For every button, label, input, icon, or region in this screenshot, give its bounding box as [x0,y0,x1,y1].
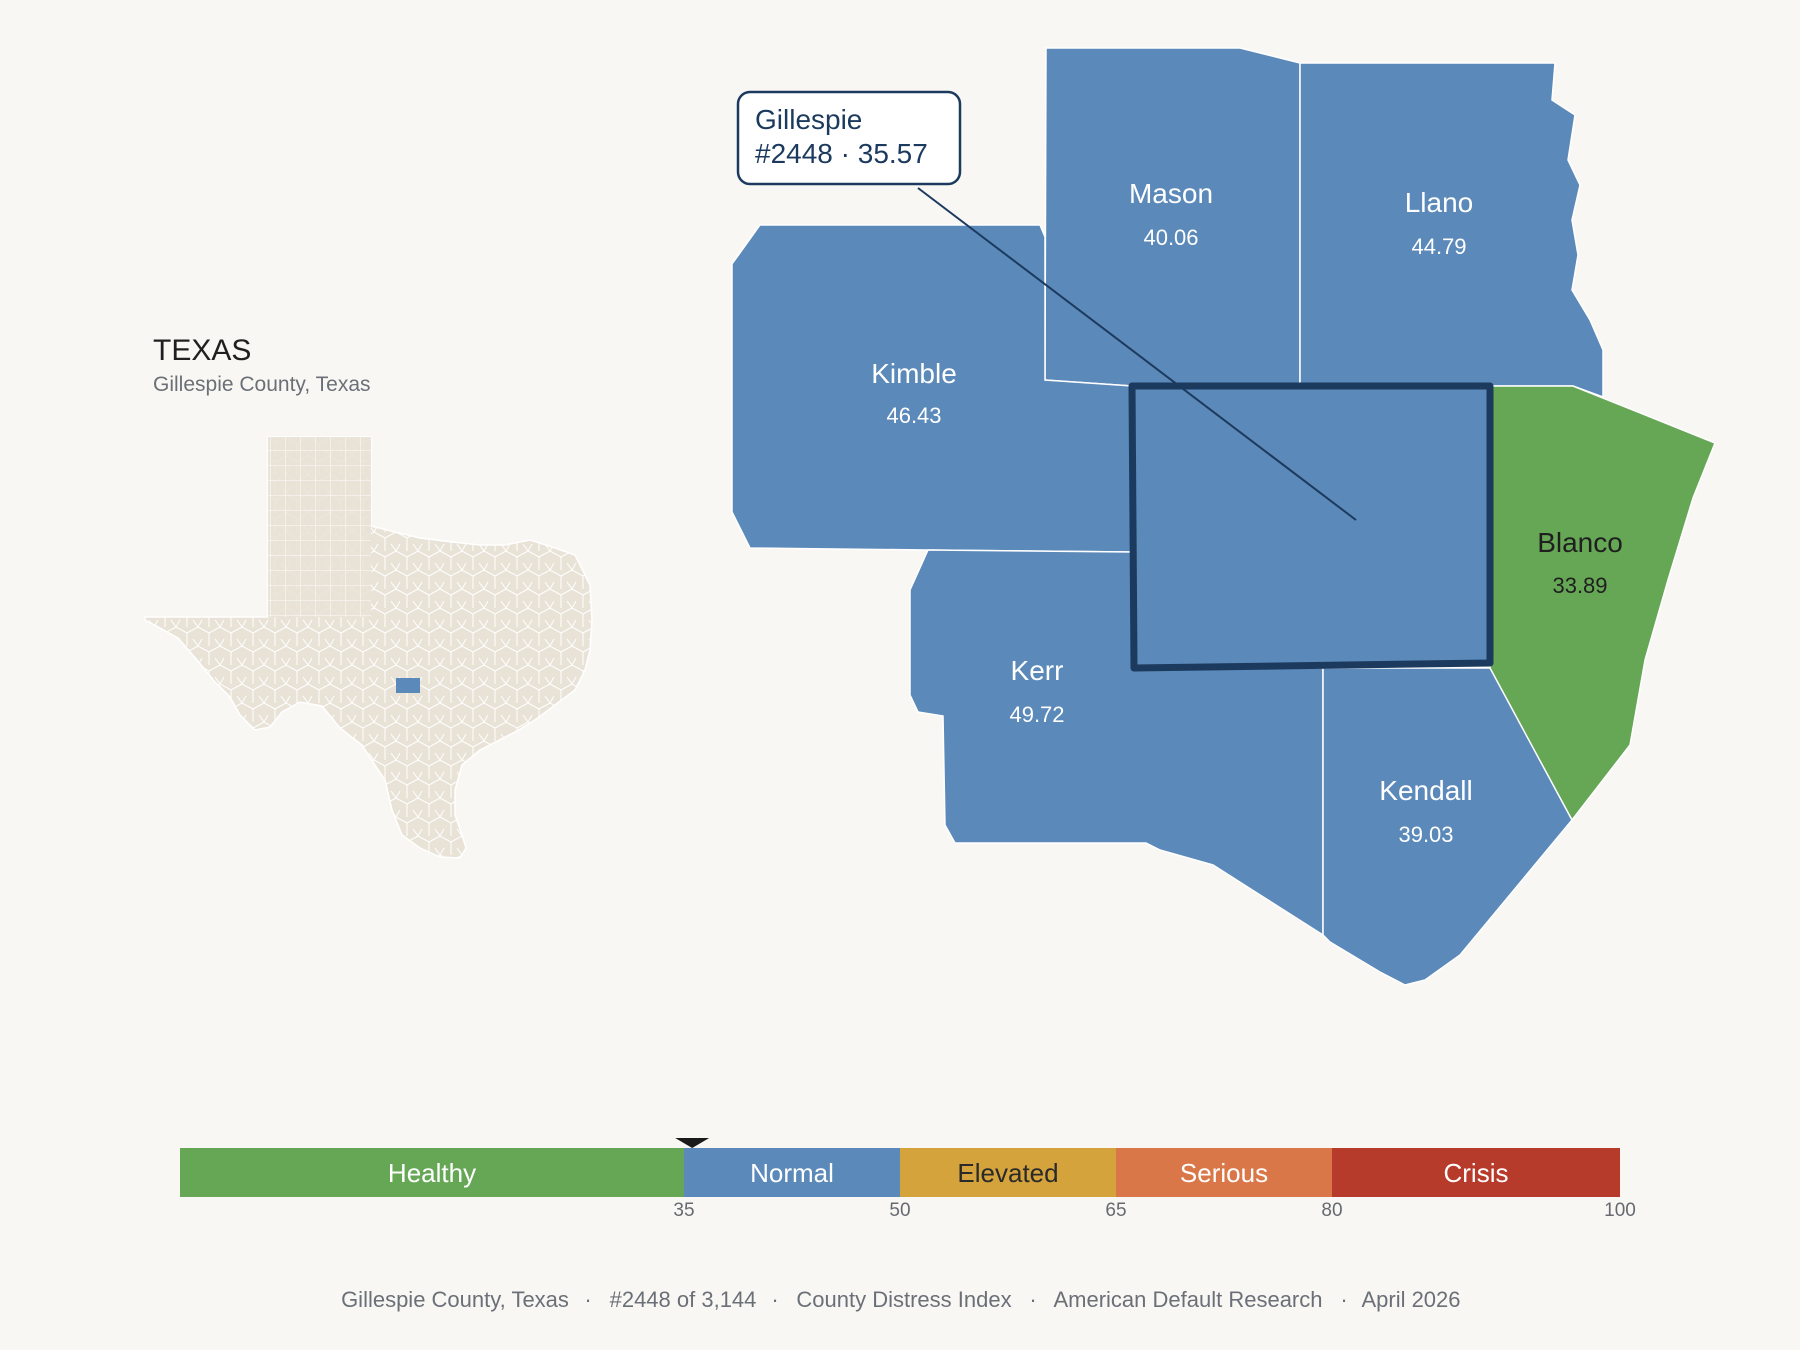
scale-band-healthy [180,1148,684,1197]
callout-county-name: Gillespie [755,104,862,135]
county-gillespie[interactable] [1128,382,1494,672]
label-mason: Mason 40.06 [1129,178,1213,250]
county-name: Kimble [871,358,957,389]
callout-leader-line [917,187,1357,521]
scale-band-serious [1116,1148,1332,1197]
scale-band-label: Normal [750,1158,834,1188]
scale-marker [675,1138,710,1148]
texas-panhandle-grid [268,437,371,617]
county-value: 46.43 [886,403,941,428]
scale-band-normal [684,1148,900,1197]
scale-band-label: Crisis [1444,1158,1509,1188]
footer-source: American Default Research [1053,1287,1322,1312]
texas-inset: TEXAS Gillespie County, Texas [144,334,593,859]
county-value: 39.03 [1398,822,1453,847]
footer-date: April 2026 [1361,1287,1460,1312]
county-name: Kerr [1011,655,1064,686]
footer-separator: · [584,1287,591,1312]
county-name: Kendall [1379,775,1472,806]
inset-highlight-gillespie [396,678,420,693]
inset-subtitle: Gillespie County, Texas [153,373,371,396]
label-kerr: Kerr 49.72 [1009,655,1064,727]
footer-county: Gillespie County, Texas [341,1287,569,1312]
footer-separator: · [771,1287,778,1312]
county-value: 44.79 [1411,234,1466,259]
county-value: 49.72 [1009,702,1064,727]
label-blanco: Blanco 33.89 [1537,527,1623,598]
county-name: Blanco [1537,527,1623,558]
footer-rank: #2448 of 3,144 [610,1287,757,1312]
label-llano: Llano 44.79 [1405,187,1474,259]
scale-tick-label: 50 [889,1200,910,1221]
scale-band-label: Healthy [388,1158,476,1188]
scale-band-elevated [900,1148,1116,1197]
county-value: 40.06 [1143,225,1198,250]
county-kendall[interactable] [1322,667,1573,986]
callout-rank-value: #2448 · 35.57 [755,138,928,169]
county-name: Mason [1129,178,1213,209]
label-kendall: Kendall 39.03 [1379,775,1472,847]
callout-box: Gillespie #2448 · 35.57 [736,90,962,186]
county-map: Mason 40.06 Llano 44.79 Kimble 46.43 Bla… [731,47,1716,986]
scale-tick-label: 100 [1604,1200,1636,1221]
footer-index: County Distress Index [796,1287,1011,1312]
footer: Gillespie County, Texas · #2448 of 3,144… [341,1287,1460,1312]
scale-band-crisis [1332,1148,1620,1197]
scale-tick-label: 35 [673,1200,694,1221]
distress-scale-legend: Healthy Normal Elevated Serious Crisis 35 50 65… [180,1138,1636,1221]
footer-separator: · [1340,1287,1347,1312]
county-value: 33.89 [1552,573,1607,598]
county-mason[interactable] [1044,47,1301,387]
footer-separator: · [1029,1287,1036,1312]
scale-band-label: Serious [1180,1158,1268,1188]
county-name: Llano [1405,187,1474,218]
label-kimble: Kimble 46.43 [871,358,957,428]
inset-state-title: TEXAS [153,334,251,367]
scale-tick-label: 65 [1105,1200,1126,1221]
texas-state-shape [144,436,593,859]
county-llano[interactable] [1299,62,1604,399]
scale-tick-label: 80 [1321,1200,1342,1221]
scale-band-label: Elevated [957,1158,1058,1188]
